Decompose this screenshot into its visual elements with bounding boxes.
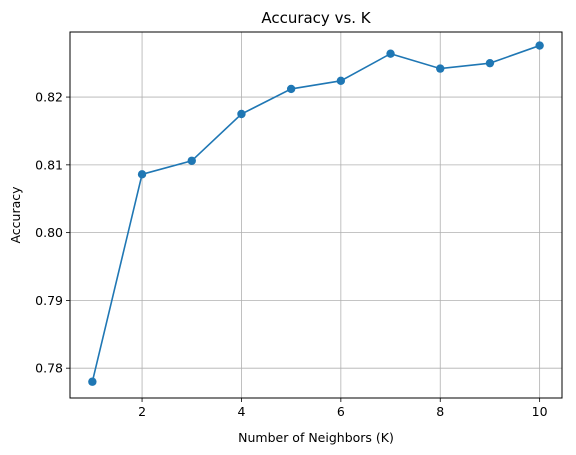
data-point [237,109,246,119]
data-point [485,58,495,68]
chart-title: Accuracy vs. K [261,9,371,27]
x-tick-label: 8 [436,404,444,419]
data-point [286,84,296,94]
data-point [137,170,147,179]
data-point [187,156,196,165]
plot-frame [69,31,563,399]
y-tick-label: 0.80 [35,225,63,240]
y-tick-label: 0.82 [35,90,63,105]
data-point [336,76,346,86]
y-tick-label: 0.78 [35,361,63,376]
axis-ticks: 2 4 6 8 10 0.78 0.79 0.80 0.81 0.82 [35,90,547,419]
x-tick-label: 10 [532,404,548,419]
x-tick-label: 6 [337,404,345,419]
x-tick-label: 4 [237,404,245,419]
y-axis-label: Accuracy [8,186,23,244]
data-point [535,41,544,50]
data-point [436,64,445,73]
series-line [91,44,540,382]
x-tick-label: 2 [138,404,146,419]
data-point [88,377,97,386]
y-tick-label: 0.81 [35,157,63,172]
y-tick-label: 0.79 [35,293,63,308]
data-point [386,49,395,58]
grid-lines [70,32,562,398]
x-axis-label: Number of Neighbors (K) [238,430,394,445]
plot-series [88,41,544,386]
